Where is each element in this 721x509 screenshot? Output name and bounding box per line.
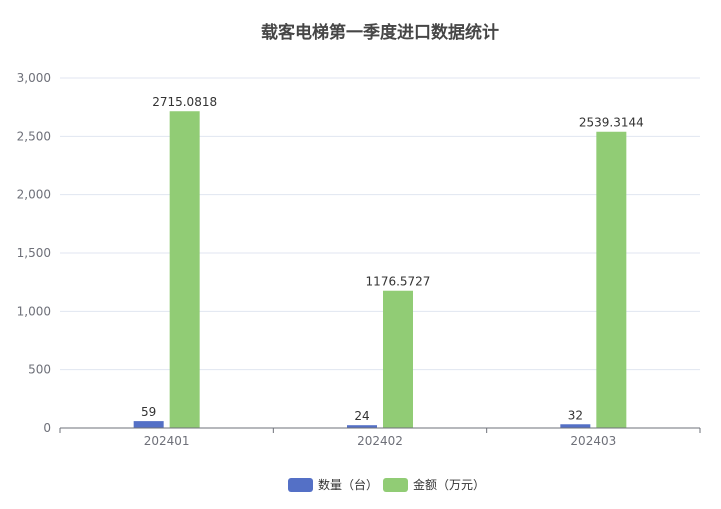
y-tick-label: 2,500 <box>17 129 51 143</box>
y-tick-label: 1,500 <box>17 246 51 260</box>
legend-label[interactable]: 数量（台） <box>318 477 378 492</box>
x-tick-label: 202401 <box>144 434 190 448</box>
y-tick-label: 500 <box>28 363 51 377</box>
legend[interactable]: 数量（台） 金额（万元） <box>288 477 485 492</box>
bar[interactable] <box>169 111 200 429</box>
legend-swatch[interactable] <box>288 478 313 492</box>
data-label: 59 <box>141 405 156 419</box>
y-tick-label: 0 <box>43 421 51 435</box>
x-tick-label: 202402 <box>357 434 403 448</box>
data-label: 24 <box>354 409 369 423</box>
y-tick-label: 1,000 <box>17 304 51 318</box>
chart-title: 载客电梯第一季度进口数据统计 <box>261 22 499 43</box>
data-label: 1176.5727 <box>366 275 431 289</box>
y-tick-label: 2,000 <box>17 188 51 202</box>
bar[interactable] <box>596 131 627 429</box>
bar[interactable] <box>383 290 413 428</box>
bar[interactable] <box>560 424 591 428</box>
bars: 59 24 32 2715.0818 1176.5727 2539.3144 <box>133 95 644 429</box>
legend-label[interactable]: 金额（万元） <box>413 477 485 492</box>
bar[interactable] <box>347 425 377 428</box>
y-tick-label: 3,000 <box>17 71 51 85</box>
legend-swatch[interactable] <box>383 478 408 492</box>
x-tick-label: 202403 <box>570 434 616 448</box>
y-axis: 0 500 1,000 1,500 2,000 2,500 3,000 <box>17 71 51 435</box>
data-label: 2715.0818 <box>152 95 217 109</box>
grid-lines <box>60 77 700 371</box>
bar[interactable] <box>133 421 164 428</box>
x-axis: 202401 202402 202403 <box>59 427 701 448</box>
data-label: 32 <box>568 408 583 422</box>
data-label: 2539.3144 <box>579 116 644 130</box>
